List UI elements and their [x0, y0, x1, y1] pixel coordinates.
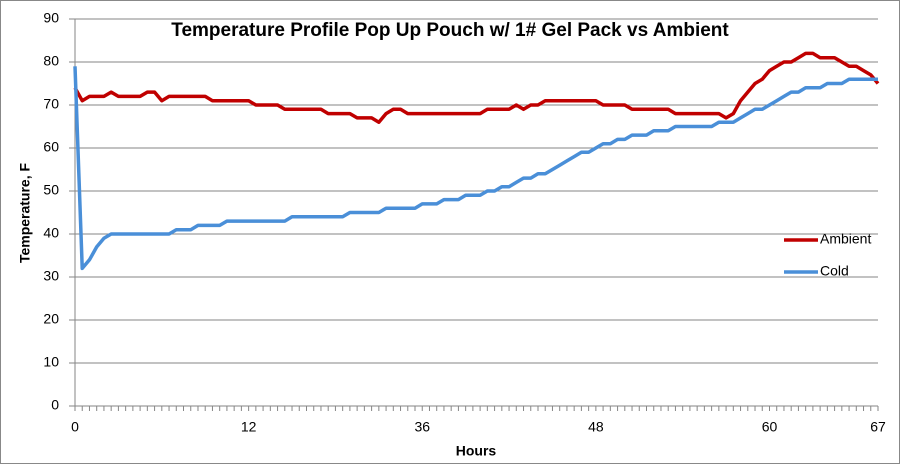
y-tick-label: 40: [43, 225, 59, 241]
legend-label: Ambient: [820, 231, 871, 247]
x-axis-label: Hours: [456, 443, 497, 459]
y-tick-label: 60: [43, 139, 59, 155]
legend-label: Cold: [820, 263, 849, 279]
x-tick-label: 12: [241, 419, 257, 435]
data-line: [73, 51, 880, 124]
y-tick-label: 90: [43, 10, 59, 26]
y-tick-label: 80: [43, 53, 59, 69]
y-axis-label: Temperature, F: [17, 163, 33, 264]
y-tick-label: 10: [43, 354, 59, 370]
x-tick-label: 67: [870, 419, 886, 435]
data-line: [73, 66, 878, 271]
y-tick-label: 20: [43, 311, 59, 327]
y-tick-label: 70: [43, 96, 59, 112]
x-tick-label: 60: [762, 419, 778, 435]
x-tick-label: 36: [414, 419, 430, 435]
chart-title: Temperature Profile Pop Up Pouch w/ 1# G…: [171, 20, 729, 41]
x-tick-label: 48: [588, 419, 604, 435]
y-tick-label: 50: [43, 182, 59, 198]
y-tick-label: 30: [43, 268, 59, 284]
x-tick-label: 0: [71, 419, 79, 435]
y-tick-label: 0: [51, 397, 59, 413]
